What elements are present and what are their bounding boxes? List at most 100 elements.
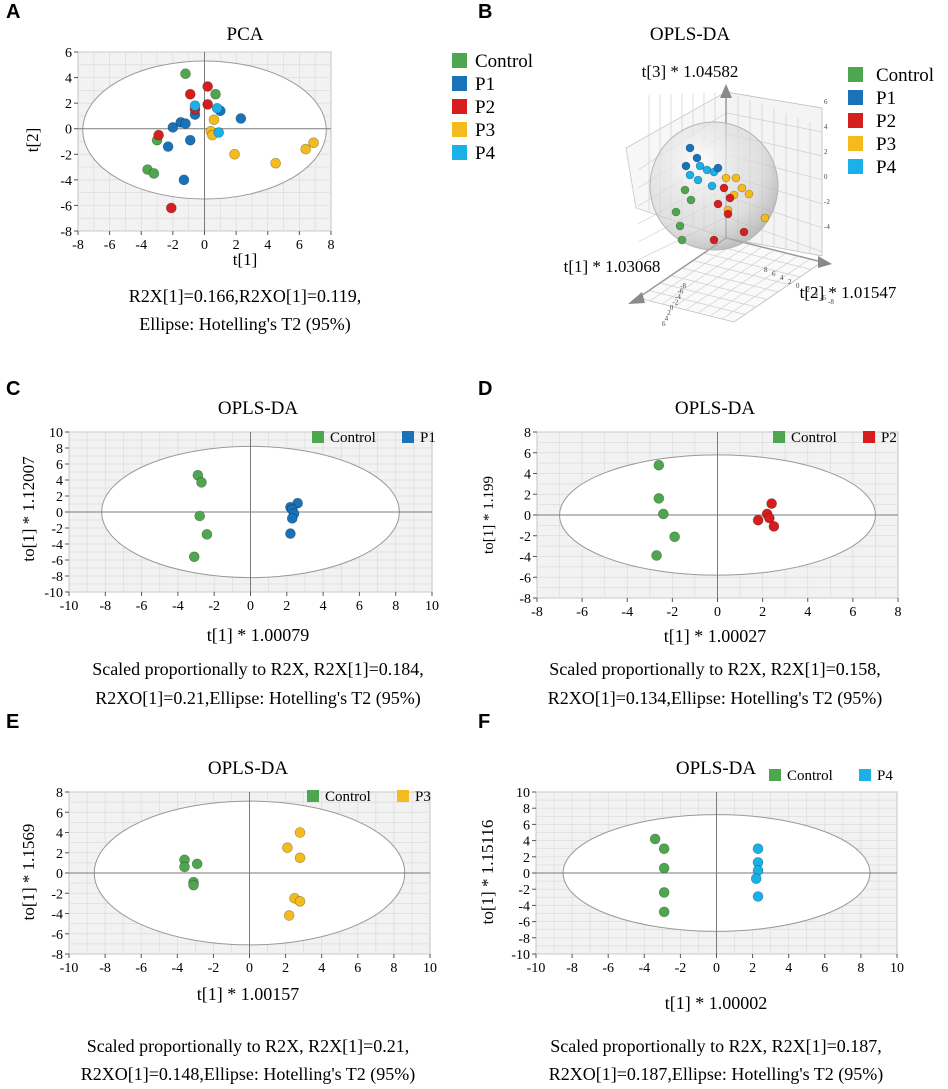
x-tick-label: 0	[714, 605, 721, 620]
y-tick-label: 2	[523, 851, 530, 866]
data-point-p2	[184, 88, 196, 100]
data-point-control	[658, 906, 670, 918]
caption-line: R2XO[1]=0.148,Ellipse: Hotelling's T2 (9…	[81, 1064, 416, 1085]
data-point-control	[201, 529, 213, 540]
z-tick-label: 4	[824, 123, 828, 131]
legend-swatch-control	[452, 53, 467, 68]
data-point-p4	[213, 127, 225, 138]
y-tick-label: -4	[60, 174, 72, 189]
y-tick-label: -6	[51, 928, 63, 943]
y-axis-label: to[1] * 1.12007	[19, 456, 38, 562]
x-tick-label: 8	[392, 599, 399, 614]
x-axis-label: t[1] * 1.03068	[564, 257, 661, 276]
data-point-control	[196, 477, 207, 488]
x-tick-label: -8	[680, 282, 686, 290]
x-tick-label: -6	[602, 961, 614, 976]
y-axis-arrowhead	[818, 256, 832, 268]
floor-gridline	[670, 275, 768, 300]
legend-swatch-p1	[848, 90, 863, 105]
y-tick-label: 4	[524, 468, 531, 483]
y-axis-label: t[2] * 1.01547	[800, 283, 897, 302]
data-point-control	[671, 207, 681, 217]
chart-title: OPLS-DA	[208, 758, 289, 779]
x-tick-label: -4	[172, 599, 184, 614]
x-tick-label: 10	[425, 599, 439, 614]
legend-swatch-p3	[452, 122, 467, 137]
y-tick-label: -6	[519, 571, 531, 586]
x-tick-label: 2	[233, 238, 240, 253]
x-tick-label: -8	[72, 238, 84, 253]
x-tick-label: -10	[527, 961, 546, 976]
y-tick-label: -8	[519, 592, 531, 607]
legend-swatch-control	[769, 769, 781, 781]
y-tick-label: 4	[523, 835, 530, 850]
floor-gridline	[709, 255, 799, 317]
data-point-control	[649, 833, 661, 845]
legend-label: P4	[475, 143, 496, 164]
data-point-p1	[681, 161, 691, 171]
y-tick-label: -2	[519, 530, 531, 545]
data-point-p4	[695, 161, 705, 171]
y-tick-label: 0	[524, 509, 531, 524]
caption-line: R2XO[1]=0.21,Ellipse: Hotelling's T2 (95…	[95, 688, 421, 709]
x-tick-label: 0	[247, 599, 254, 614]
y-tick-label: 0	[523, 867, 530, 882]
data-point-p4	[685, 170, 695, 180]
y-tick-label: -4	[812, 290, 818, 298]
data-point-p1	[285, 528, 296, 539]
x-tick-label: -4	[638, 961, 650, 976]
x-tick-label: 8	[328, 238, 335, 253]
data-point-control	[675, 221, 685, 231]
y-tick-label: -6	[518, 916, 530, 931]
x-tick-label: 6	[821, 961, 828, 976]
x-tick-label: -2	[672, 298, 678, 306]
y-tick-label: 10	[516, 786, 530, 801]
data-point-p3	[283, 910, 295, 921]
y-axis-label: to[1] * 1.1569	[19, 824, 38, 921]
data-point-p2	[725, 193, 735, 203]
y-tick-label: -2	[518, 883, 530, 898]
legend-label: P2	[876, 111, 896, 132]
x-tick-label: -8	[99, 599, 111, 614]
legend-swatch-p4	[859, 769, 871, 781]
x-tick-label: 4	[665, 315, 669, 323]
y-tick-label: 2	[788, 278, 792, 286]
x-tick-label: 4	[785, 961, 792, 976]
y-tick-label: -4	[519, 551, 531, 566]
legend: Control P2	[773, 430, 897, 446]
x-tick-label: 0	[246, 961, 253, 976]
data-point-control	[658, 843, 670, 855]
y-tick-label: -6	[820, 294, 826, 302]
y-tick-label: -6	[51, 554, 63, 569]
x-tick-label: -8	[566, 961, 578, 976]
y-tick-label: -6	[60, 199, 72, 214]
data-point-p2	[153, 129, 164, 141]
chart-title: OPLS-DA	[675, 398, 756, 419]
z-tick-label: -4	[824, 223, 830, 231]
y-tick-label: -10	[511, 948, 530, 963]
x-tick-label: 10	[890, 961, 904, 976]
z-axis-label: t[3] * 1.04582	[642, 62, 739, 81]
y-tick-label: 4	[56, 827, 63, 842]
y-tick-label: 6	[56, 458, 63, 473]
legend-label: P3	[876, 134, 896, 155]
data-point-control	[669, 531, 680, 543]
y-tick-label: 4	[56, 474, 63, 489]
data-point-p3	[760, 213, 770, 223]
data-point-control	[148, 168, 160, 179]
y-axis-label: to[1] * 1.15116	[478, 820, 497, 925]
data-point-p2	[768, 521, 780, 532]
x-tick-label: 6	[356, 599, 363, 614]
data-point-p3	[737, 183, 747, 193]
legend-label: Control	[325, 789, 371, 805]
x-tick-label: -4	[171, 961, 183, 976]
legend-swatch-control	[848, 67, 863, 82]
y-tick-label: 2	[56, 847, 63, 862]
caption-line: Scaled proportionally to R2X, R2X[1]=0.1…	[92, 659, 424, 679]
legend-label: P3	[475, 120, 495, 141]
caption-line: Scaled proportionally to R2X, R2X[1]=0.1…	[550, 1036, 882, 1056]
x-axis-label: t[1] * 1.00027	[664, 626, 767, 646]
y-tick-label: 6	[523, 818, 530, 833]
x-tick-label: -4	[135, 238, 147, 253]
legend-label: P1	[475, 74, 495, 95]
